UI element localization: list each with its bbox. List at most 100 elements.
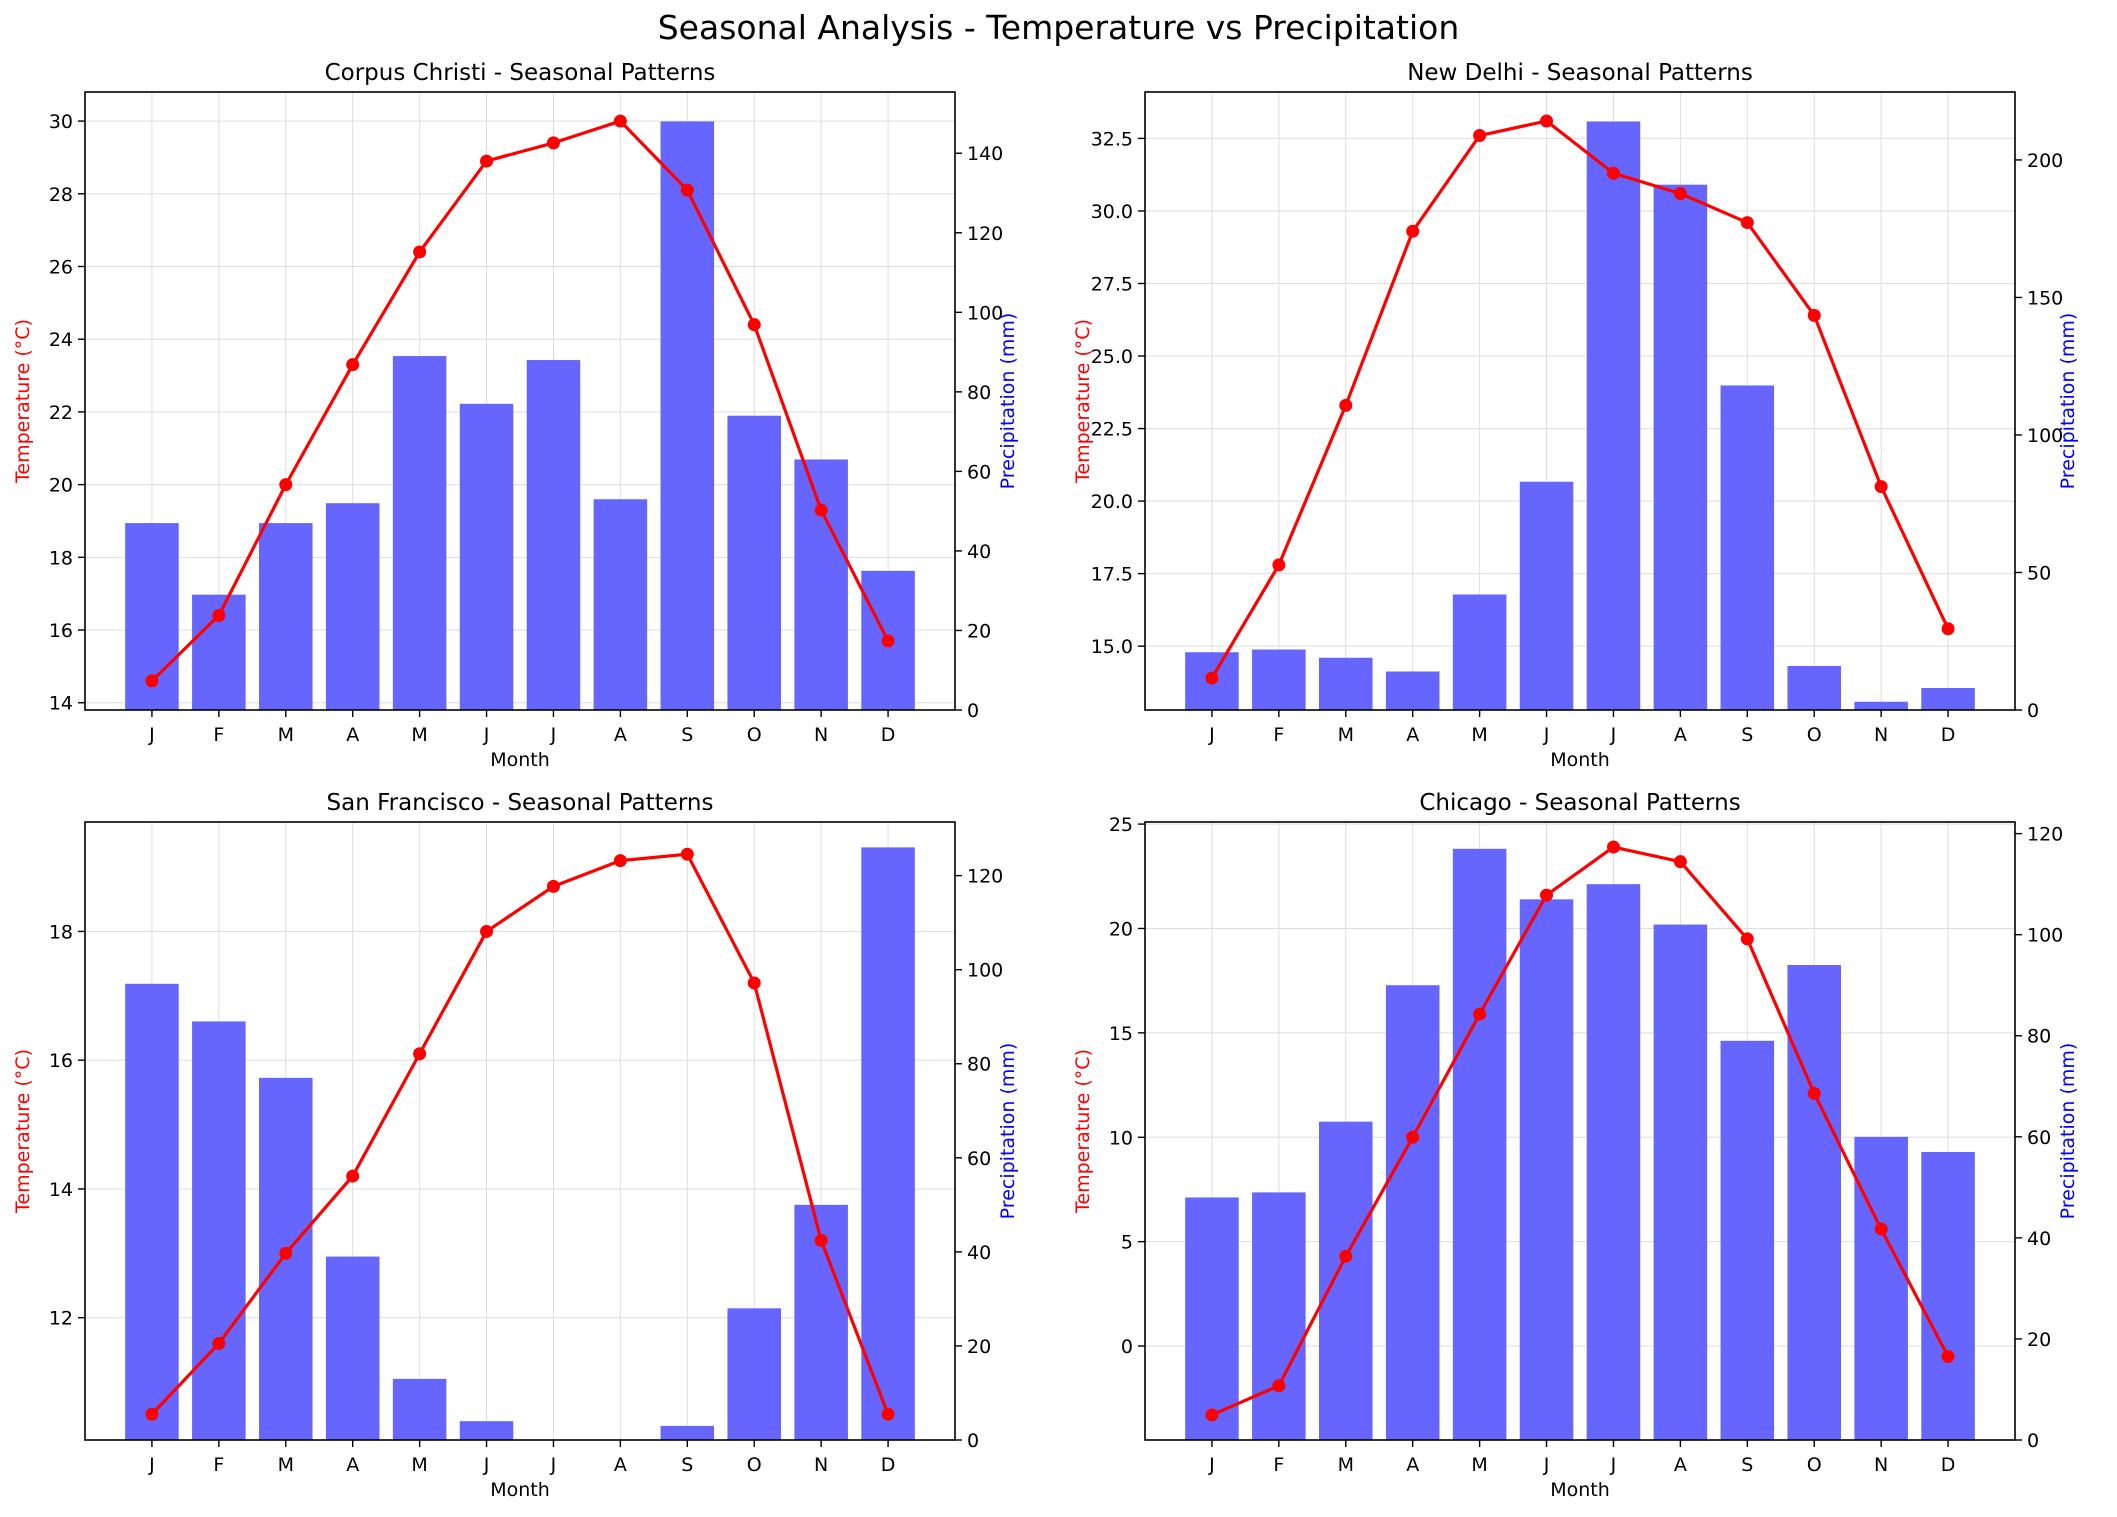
precipitation-bar	[593, 499, 648, 710]
chart-corpus-christi: 14 16 18 20 22 24 26 28 30 0 20 40 60 80 100 120 140 J F M A…	[12, 60, 1019, 771]
x-tick-label: N	[1874, 1454, 1888, 1476]
x-tick-label: J	[1543, 1454, 1550, 1476]
chart-panel-chicago: 0 5 10 15 20 25 0 20 40 60 80 100 120 J F M A M J J A S O N D Chi…	[1060, 780, 2090, 1501]
y-right-tick-label: 60	[2027, 1127, 2051, 1149]
y-right-tick-label: 80	[967, 382, 991, 404]
x-tick-label: M	[1338, 724, 1354, 746]
y-right-tick-label: 40	[967, 1242, 991, 1264]
temperature-point	[1606, 840, 1620, 854]
precipitation-bar	[1854, 1136, 1908, 1440]
temperature-point	[1673, 855, 1687, 869]
y-right-tick-label: 100	[967, 960, 1003, 982]
x-tick-label: M	[1471, 1454, 1487, 1476]
x-tick-label: J	[550, 1454, 557, 1476]
y-left-tick-label: 28	[49, 184, 73, 206]
temperature-point	[212, 608, 226, 622]
y-left-tick-label: 32.5	[1091, 128, 1133, 150]
precipitation-bar	[1586, 121, 1641, 710]
y-left-tick-label: 20	[1109, 918, 1133, 940]
temperature-point	[613, 114, 627, 128]
y-left-tick-label: 22	[49, 402, 73, 424]
y-left-tick-label: 20	[49, 475, 73, 497]
precipitation-bar	[1921, 1151, 1975, 1440]
x-axis-label: Month	[490, 1479, 550, 1500]
y-left-tick-label: 25.0	[1091, 346, 1133, 368]
temperature-point	[480, 924, 494, 938]
chart-title: New Delhi - Seasonal Patterns	[1407, 60, 1753, 86]
x-tick-label: F	[213, 724, 224, 746]
y-left-tick-label: 27.5	[1091, 273, 1133, 295]
x-tick-label: F	[1273, 724, 1284, 746]
temperature-point	[680, 183, 694, 197]
x-tick-label: N	[814, 724, 828, 746]
precipitation-bar	[1252, 1192, 1306, 1440]
temperature-point	[1874, 480, 1888, 494]
x-tick-label: J	[1208, 724, 1215, 746]
x-axis-label: Month	[1550, 749, 1610, 770]
temperature-point	[546, 136, 560, 150]
precipitation-bar	[1586, 884, 1641, 1440]
temperature-point	[881, 1407, 895, 1421]
temperature-point	[413, 1047, 427, 1061]
temperature-point	[279, 1246, 293, 1260]
temperature-point	[814, 503, 828, 517]
temperature-point	[1941, 1349, 1955, 1363]
x-tick-label: A	[1406, 724, 1419, 746]
y-left-tick-label: 24	[49, 329, 73, 351]
y-right-axis-label: Precipitation (mm)	[2057, 1043, 2079, 1220]
temperature-point	[212, 1336, 226, 1350]
x-tick-label: N	[814, 1454, 828, 1476]
y-right-tick-label: 100	[2027, 925, 2063, 947]
precipitation-bar	[526, 360, 581, 710]
precipitation-bar	[660, 1425, 715, 1440]
temperature-point	[1473, 129, 1487, 143]
precipitation-bar	[1720, 1040, 1775, 1440]
temperature-point	[747, 976, 761, 990]
plot-frame	[84, 91, 956, 711]
y-left-tick-label: 16	[49, 620, 73, 642]
temperature-point	[1740, 932, 1754, 946]
chart-new-delhi: 15.0 17.5 20.0 22.5 25.0 27.5 30.0 32.5 0 50 100 15…	[1072, 60, 2079, 771]
y-right-tick-label: 150	[2027, 287, 2063, 309]
precipitation-bar	[1319, 657, 1373, 710]
temperature-point	[1941, 622, 1955, 636]
y-left-tick-label: 16	[49, 1050, 73, 1072]
temperature-point	[1205, 1408, 1219, 1422]
precipitation-bar	[259, 523, 313, 710]
chart-panel-new-delhi: 15.0 17.5 20.0 22.5 25.0 27.5 30.0 32.5 0 50 100 15…	[1060, 50, 2090, 771]
y-left-tick-label: 30.0	[1091, 201, 1133, 223]
x-tick-label: A	[346, 724, 359, 746]
y-right-tick-label: 60	[967, 1148, 991, 1170]
precipitation-bar	[1452, 848, 1507, 1440]
temperature-point	[1540, 114, 1554, 128]
temperature-point	[480, 154, 494, 168]
precipitation-bar	[660, 121, 715, 710]
temperature-point	[346, 1169, 360, 1183]
temperature-point	[279, 478, 293, 492]
precipitation-bar	[325, 1256, 380, 1440]
temperature-point	[680, 847, 694, 861]
temperature-point	[747, 318, 761, 332]
x-tick-label: A	[614, 1454, 627, 1476]
temperature-point	[1540, 888, 1554, 902]
temperature-point	[145, 1407, 159, 1421]
x-tick-label: J	[550, 724, 557, 746]
x-tick-label: F	[213, 1454, 224, 1476]
chart-title: San Francisco - Seasonal Patterns	[327, 790, 714, 816]
y-left-tick-label: 15.0	[1091, 636, 1133, 658]
x-tick-label: J	[483, 724, 490, 746]
x-tick-label: M	[278, 724, 294, 746]
y-left-axis-label: Temperature (°C)	[1072, 319, 1094, 484]
y-left-tick-label: 30	[49, 111, 73, 133]
temperature-point	[1272, 558, 1286, 572]
temperature-point	[613, 854, 627, 868]
plot-frame	[1144, 821, 2016, 1441]
temperature-point	[413, 245, 427, 259]
y-right-tick-label: 0	[967, 700, 979, 722]
y-right-tick-label: 20	[967, 1336, 991, 1358]
temperature-line	[1211, 845, 1950, 1417]
y-left-axis-label: Temperature (°C)	[12, 1049, 34, 1214]
x-tick-label: S	[681, 724, 693, 746]
precipitation-bar	[1452, 594, 1507, 710]
precipitation-bar	[1385, 985, 1440, 1440]
